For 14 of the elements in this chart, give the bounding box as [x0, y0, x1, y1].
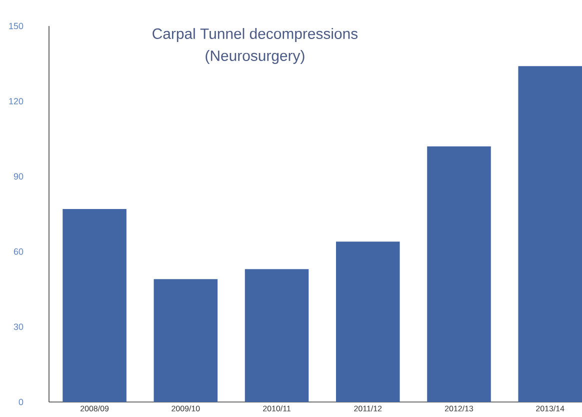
y-tick-label: 150 [9, 22, 24, 30]
bar [62, 208, 126, 402]
y-tick-label: 0 [18, 398, 24, 406]
y-tick-label: 120 [9, 98, 24, 104]
text: (Neurosurgery) [206, 50, 304, 64]
bar [336, 242, 400, 402]
y-tick-label: 90 [14, 173, 24, 180]
chart-title: Carpal Tunnel decompressions [152, 28, 358, 42]
bar [427, 146, 491, 402]
bar [154, 279, 218, 402]
y-tick-label: 30 [14, 324, 24, 330]
bar [244, 269, 309, 402]
bar [518, 66, 582, 402]
y-tick-label: 60 [14, 248, 24, 255]
